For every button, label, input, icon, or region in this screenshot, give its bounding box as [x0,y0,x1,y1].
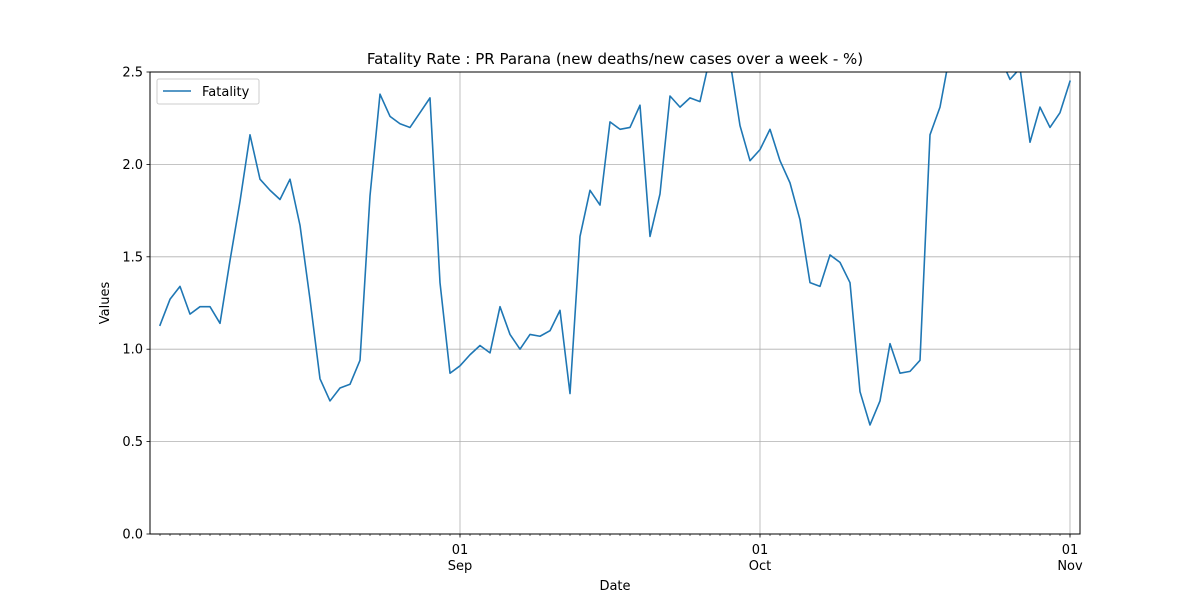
x-tick-month: Nov [1057,559,1083,574]
x-tick-day: 01 [452,543,469,558]
plot-background [150,72,1080,534]
plot-frame [149,71,1081,535]
y-tick-label: 1.0 [122,343,143,358]
x-tick-month: Oct [749,559,771,574]
y-tick-label: 2.5 [122,66,143,81]
legend: Fatality [156,78,260,105]
y-axis-label: Values [98,282,113,325]
chart-title: Fatality Rate : PR Parana (new deaths/ne… [367,50,863,68]
series-line-fatality [158,72,1072,426]
x-tick-day: 01 [1062,543,1079,558]
x-tick-month: Sep [448,559,473,574]
y-tick-label: 0.5 [122,435,143,450]
y-tick-label: 0.0 [122,528,143,543]
series-layer [158,72,1072,426]
x-tick-day: 01 [752,543,769,558]
x-axis-label: Date [599,579,630,594]
legend-label-fatality: Fatality [202,85,250,100]
y-axis-ticks: 0.0 0.5 1.0 1.5 2.0 2.5 [122,66,150,543]
y-tick-label: 1.5 [122,250,143,265]
y-tick-label: 2.0 [122,158,143,173]
legend-box [156,78,260,105]
